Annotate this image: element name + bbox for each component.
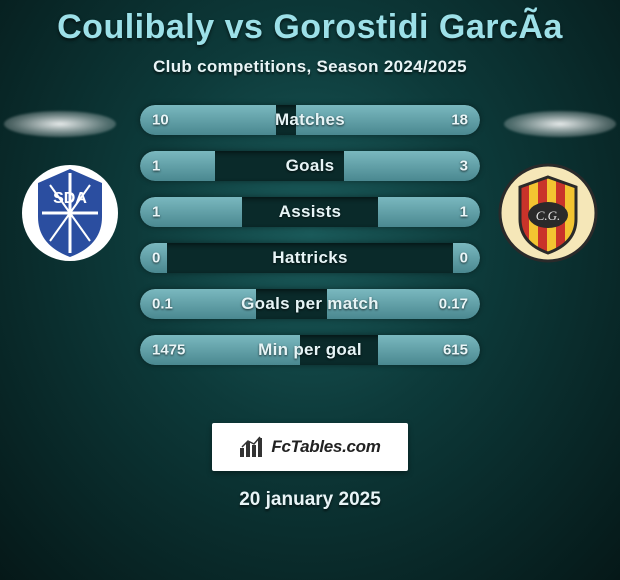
badge-left-text: SDA	[53, 190, 87, 207]
stat-value-left: 1	[152, 204, 160, 221]
stat-row: 0 0Hattricks	[140, 243, 480, 273]
stats-arena: SDA C.G. 1018Match	[0, 105, 620, 405]
stat-value-right: 1	[460, 204, 468, 221]
stat-row: 11Assists	[140, 197, 480, 227]
bar-chart-icon	[239, 436, 265, 458]
stat-value-left: 0	[152, 250, 160, 267]
stat-value-left: 1	[152, 158, 160, 175]
stat-value-right: 0.17	[439, 296, 468, 313]
stat-row: 1475615Min per goal	[140, 335, 480, 365]
badge-shadow-left	[4, 111, 116, 137]
stat-bars-container: 1018Matches13Goals11Assists00Hattricks0.…	[140, 105, 480, 381]
page-subtitle: Club competitions, Season 2024/2025	[0, 57, 620, 77]
stat-row: 1018Matches	[140, 105, 480, 135]
fctables-brand-text: FcTables.com	[271, 437, 380, 457]
stat-value-left: 1475	[152, 342, 185, 359]
stat-value-left: 10	[152, 112, 169, 129]
stat-value-right: 18	[451, 112, 468, 129]
stat-value-right: 3	[460, 158, 468, 175]
badge-shadow-right	[504, 111, 616, 137]
stat-value-right: 0	[460, 250, 468, 267]
stat-row: 13Goals	[140, 151, 480, 181]
stat-value-right: 615	[443, 342, 468, 359]
fctables-brand[interactable]: FcTables.com	[212, 423, 408, 471]
stat-label: Hattricks	[140, 248, 480, 268]
gimnastic-logo: C.G.	[498, 163, 598, 263]
badge-right-text: C.G.	[536, 208, 561, 223]
content-container: Coulibaly vs Gorostidi GarcÃ­a Club comp…	[0, 0, 620, 580]
footer-date: 20 january 2025	[0, 489, 620, 511]
club-badge-left: SDA	[20, 163, 120, 263]
sd-amorebieta-logo: SDA	[20, 163, 120, 263]
club-badge-right: C.G.	[498, 163, 598, 263]
stat-value-left: 0.1	[152, 296, 173, 313]
stat-row: 0.10.17Goals per match	[140, 289, 480, 319]
page-title: Coulibaly vs Gorostidi GarcÃ­a	[0, 8, 620, 47]
